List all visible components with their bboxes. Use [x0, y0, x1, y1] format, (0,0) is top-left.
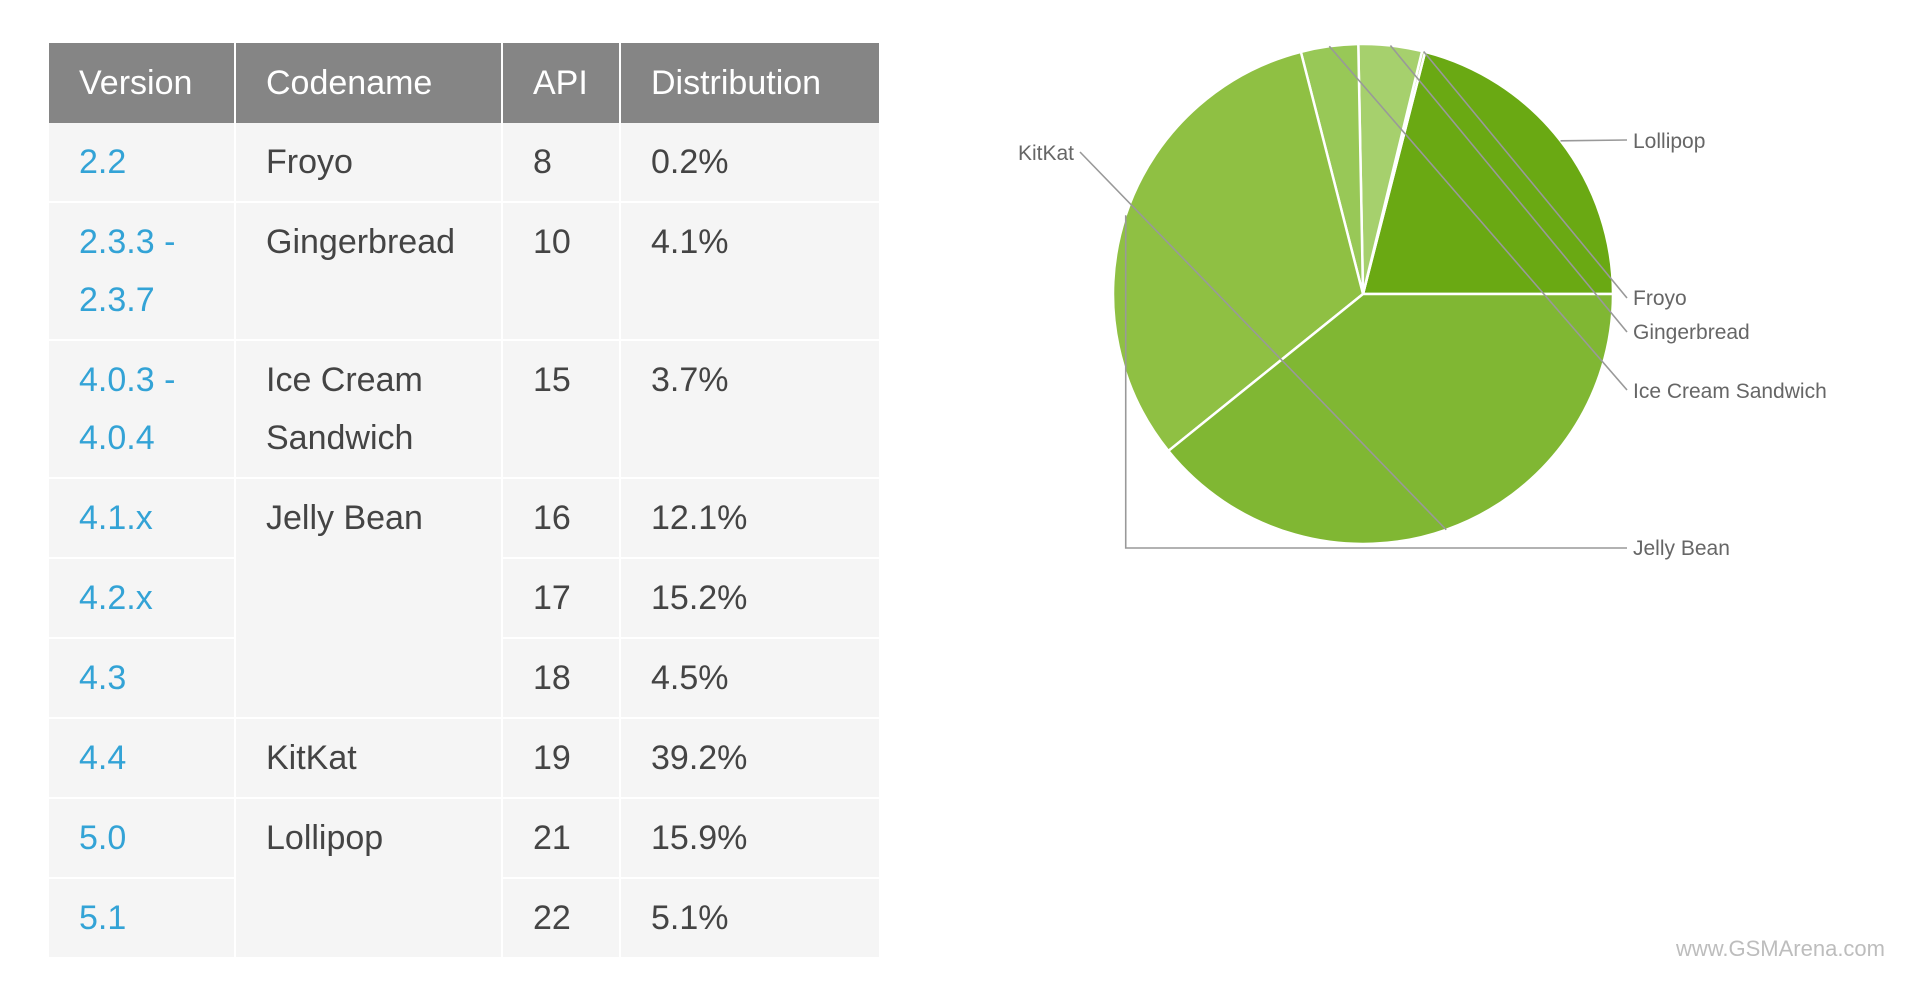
api-cell: 19	[503, 719, 621, 799]
callout-line-gingerbread	[1389, 45, 1628, 333]
version-cell: 4.4	[49, 719, 236, 799]
callout-label-lollipop: Lollipop	[1633, 130, 1705, 153]
table-row: 4.0.3 - 4.0.4 Ice Cream Sandwich 15 3.7%	[49, 341, 879, 479]
api-cell: 21	[503, 799, 621, 879]
table-row: 4.1.x Jelly Bean 16 12.1%	[49, 479, 879, 719]
table-row: 4.2.x 17 15.2%	[49, 559, 879, 639]
api-cell: 16	[503, 479, 621, 559]
table-row: 5.1 22 5.1%	[49, 879, 879, 959]
distribution-cell: 4.1%	[621, 203, 879, 341]
distribution-cell: 3.7%	[621, 341, 879, 479]
header-codename: Codename	[236, 43, 503, 123]
codename-cell: Lollipop	[236, 799, 503, 959]
codename-cell: Ice Cream Sandwich	[236, 341, 503, 479]
callout-line-jelly-bean	[1124, 215, 1627, 549]
version-cell: 2.2	[49, 123, 236, 203]
callout-line-froyo	[1423, 50, 1628, 299]
table-row: 4.4 KitKat 19 39.2%	[49, 719, 879, 799]
distribution-cell: 5.1%	[621, 879, 879, 959]
api-cell: 10	[503, 203, 621, 341]
pie-chart: Lollipop Froyo Gingerbread Ice Cream Sandwi…	[1018, 42, 1827, 560]
header-distribution: Distribution	[621, 43, 879, 123]
distribution-cell: 4.5%	[621, 639, 879, 719]
codename-cell: Froyo	[236, 123, 503, 203]
header-version: Version	[49, 43, 236, 123]
table-row: 2.3.3 - 2.3.7 Gingerbread 10 4.1%	[49, 203, 879, 341]
table-row: 5.0 Lollipop 21 15.9%	[49, 799, 879, 959]
table-row: 4.3 18 4.5%	[49, 639, 879, 719]
version-cell: 4.3	[49, 639, 236, 719]
pie-slices	[1111, 42, 1615, 546]
distribution-cell: 15.2%	[621, 559, 879, 639]
version-cell: 5.1	[49, 879, 236, 959]
watermark: www.GSMArena.com	[1675, 936, 1885, 961]
callout-line-kitkat	[1079, 151, 1447, 531]
api-cell: 15	[503, 341, 621, 479]
callout-label-kitkat: KitKat	[1018, 142, 1074, 165]
version-cell: 4.2.x	[49, 559, 236, 639]
pie-slice-jelly-bean	[1111, 50, 1365, 453]
callout-label-jelly-bean: Jelly Bean	[1633, 537, 1730, 560]
version-cell: 2.3.3 - 2.3.7	[49, 203, 236, 341]
callout-line-lollipop	[1560, 139, 1628, 142]
api-cell: 17	[503, 559, 621, 639]
distribution-cell: 0.2%	[621, 123, 879, 203]
codename-cell: Jelly Bean	[236, 479, 503, 719]
callout-label-froyo: Froyo	[1633, 287, 1687, 310]
api-cell: 18	[503, 639, 621, 719]
api-cell: 22	[503, 879, 621, 959]
pie-callouts: Lollipop Froyo Gingerbread Ice Cream Sandwi…	[1018, 45, 1827, 560]
callout-label-gingerbread: Gingerbread	[1633, 321, 1750, 344]
header-api: API	[503, 43, 621, 123]
pie-slice-lollipop	[1361, 50, 1615, 296]
distribution-table: Version Codename API Distribution 2.2 Fr…	[49, 43, 879, 959]
callout-line-ice-cream-sandwich	[1328, 45, 1628, 391]
api-cell: 8	[503, 123, 621, 203]
table-row: 2.2 Froyo 8 0.2%	[49, 123, 879, 203]
table-header-row: Version Codename API Distribution	[49, 43, 879, 123]
codename-cell: Gingerbread	[236, 203, 503, 341]
distribution-cell: 39.2%	[621, 719, 879, 799]
version-cell: 5.0	[49, 799, 236, 879]
version-cell: 4.1.x	[49, 479, 236, 559]
version-cell: 4.0.3 - 4.0.4	[49, 341, 236, 479]
callout-label-ice-cream-sandwich: Ice Cream Sandwich	[1633, 380, 1827, 403]
codename-cell: KitKat	[236, 719, 503, 799]
distribution-cell: 12.1%	[621, 479, 879, 559]
distribution-cell: 15.9%	[621, 799, 879, 879]
